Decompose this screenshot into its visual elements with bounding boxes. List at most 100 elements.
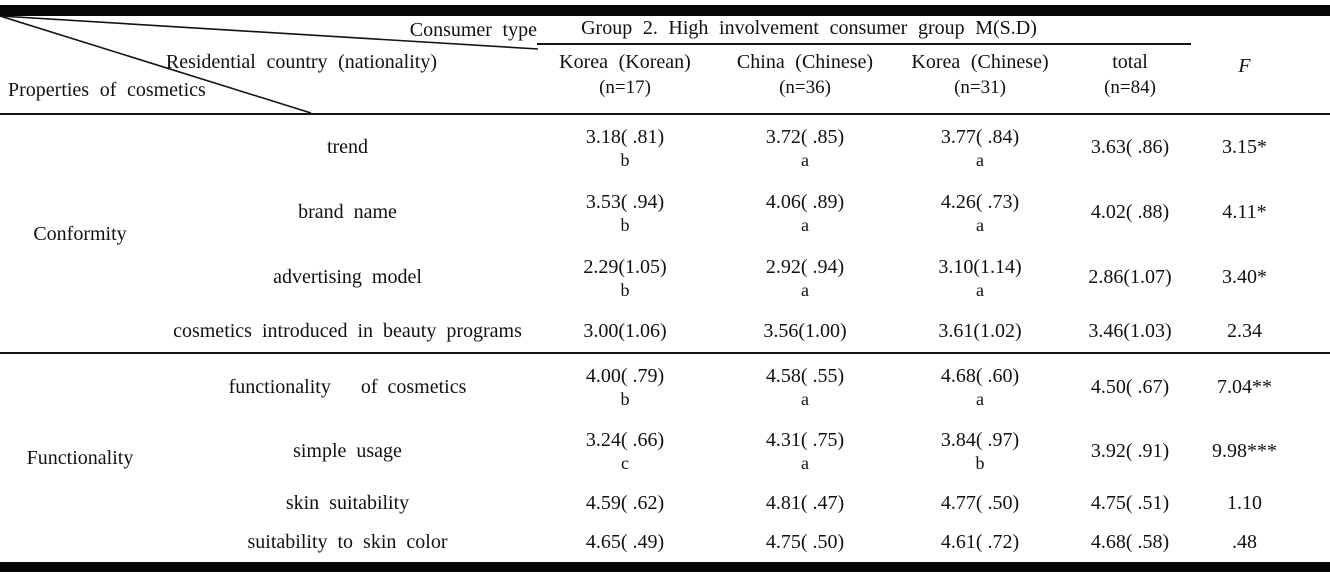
column-name: total	[1112, 51, 1148, 73]
table-top-border	[0, 5, 1330, 16]
row-label: trend	[326, 136, 369, 158]
group-span-header: Group 2. High involvement consumer group…	[581, 17, 1037, 39]
f-value: 4.11*	[1222, 201, 1267, 223]
section-conformity: Conformity trend 3.18( .81) b 3.72( .85) a…	[0, 115, 1330, 353]
posthoc-letter: c	[621, 453, 629, 473]
f-value: 3.15*	[1222, 136, 1267, 158]
posthoc-letter: b	[975, 453, 985, 473]
mean-sd-value: 3.77( .84)	[940, 125, 1020, 148]
header-bottom-rule	[0, 113, 1330, 115]
section-rows: functionality of cosmetics 4.00( .79) b 4…	[160, 355, 1330, 562]
row-label: simple usage	[293, 439, 402, 462]
posthoc-letter: a	[801, 214, 809, 235]
mean-sd-value: 2.92( .94)	[765, 255, 845, 278]
row-label: suitability to skin color	[247, 531, 448, 553]
column-name: Korea (Chinese)	[911, 51, 1049, 73]
mean-sd-value: 3.53( .94)	[585, 190, 665, 213]
mean-sd-value: 3.10(1.14)	[938, 255, 1022, 278]
mean-sd-value: 4.26( .73)	[940, 190, 1020, 213]
column-name: China (Chinese)	[736, 51, 874, 73]
posthoc-letter: a	[801, 389, 809, 409]
mean-sd-value: 3.72( .85)	[765, 125, 845, 148]
column-n: (n=84)	[1104, 77, 1156, 98]
group-span-underline	[537, 43, 1191, 45]
posthoc-letter: a	[976, 279, 984, 300]
column-name: Korea (Korean)	[559, 51, 691, 73]
posthoc-letter: a	[801, 279, 809, 300]
mean-sd-value: 4.75( .50)	[765, 531, 845, 553]
table-row-simple-usage: simple usage 3.24( .66) c 4.31( .75) a 3.8…	[160, 419, 1330, 483]
total-mean-sd: 2.86(1.07)	[1088, 266, 1172, 288]
table-row-brand-name: brand name 3.53( .94) b 4.06( .89) a 4.26(…	[160, 180, 1330, 245]
row-label: skin suitability	[285, 491, 410, 514]
column-header-total: total (n=84)	[1065, 50, 1195, 100]
row-label: brand name	[298, 201, 397, 223]
column-header-f-statistic: F	[1238, 55, 1251, 77]
corner-label-residential-country: Residential country (nationality)	[165, 51, 437, 73]
total-mean-sd: 4.75( .51)	[1090, 491, 1170, 514]
mean-sd-value: 3.18( .81)	[585, 125, 665, 148]
section-rows: trend 3.18( .81) b 3.72( .85) a 3.77( .84)…	[160, 115, 1330, 353]
row-label: cosmetics introduced in beauty programs	[173, 320, 522, 342]
group-label-conformity: Conformity	[33, 222, 127, 245]
mean-sd-value: 3.24( .66)	[585, 429, 665, 451]
f-value: 7.04**	[1217, 375, 1272, 398]
mean-sd-value: 4.31( .75)	[765, 429, 845, 451]
total-mean-sd: 4.50( .67)	[1090, 375, 1170, 398]
column-header-korea-korean: Korea (Korean) (n=17)	[535, 50, 715, 100]
posthoc-letter: a	[976, 149, 984, 170]
posthoc-letter: b	[620, 149, 630, 170]
column-n: (n=17)	[599, 77, 651, 98]
posthoc-letter: b	[620, 389, 630, 409]
table-row-beauty-programs: cosmetics introduced in beauty programs …	[160, 310, 1330, 353]
mean-sd-value: 4.68( .60)	[940, 365, 1020, 387]
row-label: functionality of cosmetics	[228, 375, 467, 398]
f-value: 9.98***	[1212, 439, 1277, 462]
table-bottom-border	[0, 562, 1330, 572]
posthoc-letter: a	[976, 389, 984, 409]
column-header-china-chinese: China (Chinese) (n=36)	[715, 50, 895, 100]
corner-label-properties: Properties of cosmetics	[8, 79, 206, 101]
mean-sd-value: 4.58( .55)	[765, 365, 845, 387]
mean-sd-value: 3.61(1.02)	[938, 320, 1022, 342]
table-row-skin-suitability: skin suitability 4.59( .62) 4.81( .47) 4…	[160, 483, 1330, 523]
column-n: (n=31)	[954, 77, 1006, 98]
mean-sd-value: 4.00( .79)	[585, 365, 665, 387]
f-value: 2.34	[1227, 320, 1262, 342]
mean-sd-value: 4.81( .47)	[765, 491, 845, 514]
mean-sd-value: 4.61( .72)	[940, 531, 1020, 553]
mean-sd-value: 4.77( .50)	[940, 491, 1020, 514]
posthoc-letter: a	[801, 149, 809, 170]
f-value: .48	[1232, 531, 1257, 553]
mean-sd-value: 4.59( .62)	[585, 491, 665, 514]
total-mean-sd: 4.02( .88)	[1090, 201, 1170, 223]
section-functionality: Functionality functionality of cosmetics…	[0, 355, 1330, 562]
posthoc-letter: a	[801, 453, 809, 473]
total-mean-sd: 3.63( .86)	[1090, 136, 1170, 158]
section-divider-rule	[0, 352, 1330, 354]
corner-label-consumer-type: Consumer type	[409, 19, 537, 41]
column-header-korea-chinese: Korea (Chinese) (n=31)	[895, 50, 1065, 100]
mean-sd-value: 3.84( .97)	[940, 429, 1020, 451]
posthoc-letter: b	[620, 279, 630, 300]
mean-sd-value: 4.06( .89)	[765, 190, 845, 213]
diagonal-header-lines	[0, 16, 539, 113]
total-mean-sd: 4.68( .58)	[1090, 531, 1170, 553]
f-value: 1.10	[1227, 491, 1262, 514]
f-value: 3.40*	[1222, 266, 1267, 288]
posthoc-letter: a	[976, 214, 984, 235]
table-row-suitability-to-skin-color: suitability to skin color 4.65( .49) 4.7…	[160, 523, 1330, 562]
column-n: (n=36)	[779, 77, 831, 98]
mean-sd-value: 4.65( .49)	[585, 531, 665, 553]
total-mean-sd: 3.92( .91)	[1090, 439, 1170, 462]
mean-sd-value: 2.29(1.05)	[583, 255, 667, 278]
mean-sd-value: 3.00(1.06)	[583, 320, 667, 342]
table-row-functionality-of-cosmetics: functionality of cosmetics 4.00( .79) b 4…	[160, 355, 1330, 419]
table-row-trend: trend 3.18( .81) b 3.72( .85) a 3.77( .84)…	[160, 115, 1330, 180]
row-label: advertising model	[273, 266, 422, 288]
mean-sd-value: 3.56(1.00)	[763, 320, 847, 342]
total-mean-sd: 3.46(1.03)	[1088, 320, 1172, 342]
table-header: Consumer type Group 2. High involvement …	[0, 16, 1330, 113]
table-row-advertising-model: advertising model 2.29(1.05) b 2.92( .94)…	[160, 245, 1330, 310]
